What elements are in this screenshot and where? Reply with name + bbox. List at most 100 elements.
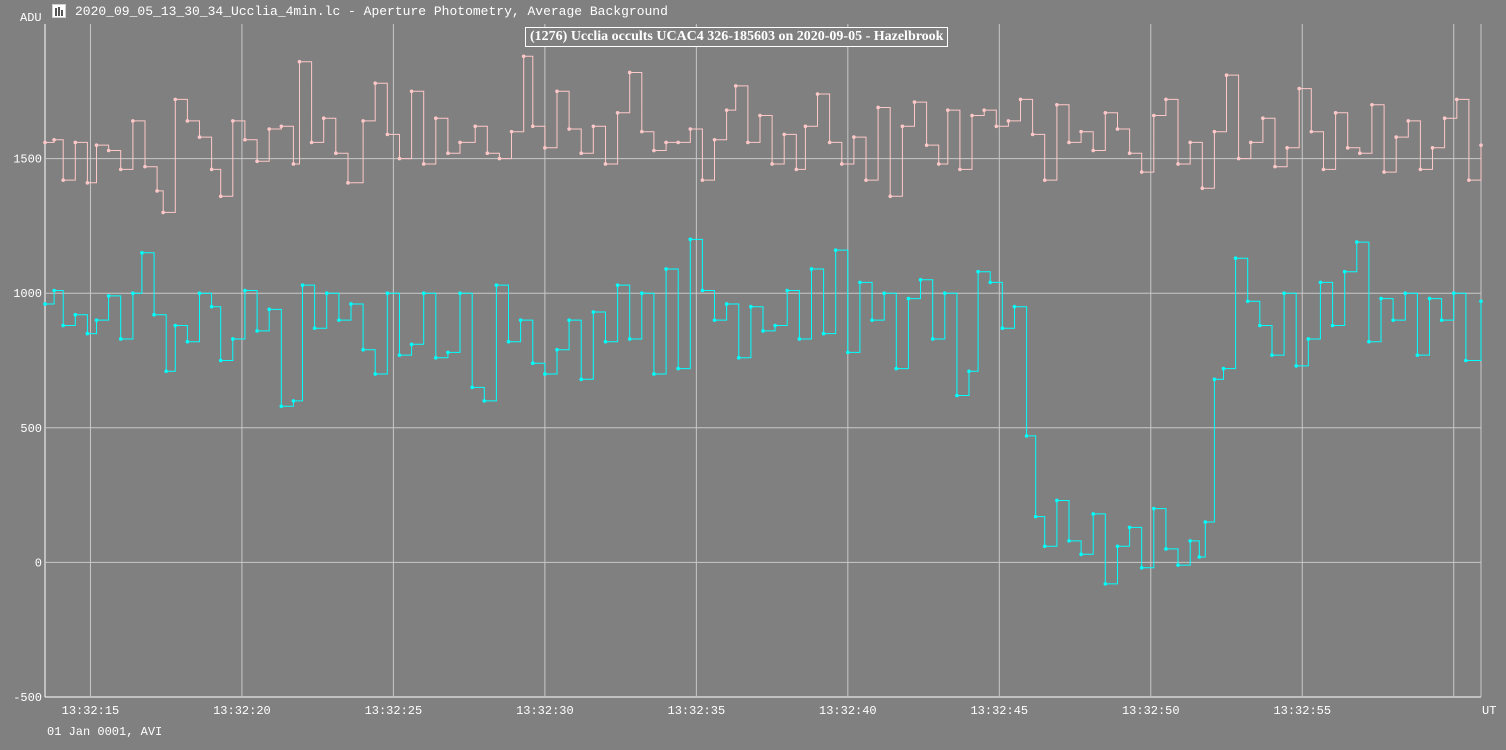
series-0-point xyxy=(1079,129,1083,134)
series-0-point xyxy=(627,70,632,75)
series-1-point xyxy=(1012,304,1017,309)
series-0-point xyxy=(1236,156,1241,161)
series-1-point xyxy=(773,323,777,328)
series-0-point xyxy=(73,140,78,145)
series-0-point xyxy=(143,164,147,169)
series-1-point xyxy=(1024,434,1029,438)
series-1-point xyxy=(1000,326,1005,330)
series-1-point xyxy=(1176,563,1180,567)
series-0-point xyxy=(409,89,414,94)
series-0-point xyxy=(1248,140,1253,145)
series-0-point xyxy=(1394,135,1398,139)
x-tick-label: 13:32:15 xyxy=(62,704,120,718)
y-tick-label: 1500 xyxy=(13,153,42,167)
series-1-point xyxy=(1079,552,1083,557)
series-1-point xyxy=(61,323,65,328)
series-0-point xyxy=(1442,116,1447,121)
series-0-point xyxy=(509,129,514,134)
series-0-point xyxy=(912,100,917,104)
series-0-point xyxy=(982,108,986,112)
chart-title: (1276) Ucclia occults UCAC4 326-185603 o… xyxy=(525,27,949,47)
series-1-point xyxy=(1139,565,1144,570)
series-0-point xyxy=(446,151,450,156)
series-0-point xyxy=(173,97,178,102)
series-1-point xyxy=(567,318,571,322)
series-1-point xyxy=(52,288,56,293)
series-0-point xyxy=(770,162,774,166)
series-0-point xyxy=(543,146,547,150)
series-0-point xyxy=(521,54,526,59)
series-0-point xyxy=(1418,167,1423,172)
series-1-point xyxy=(1212,377,1217,382)
series-1-point xyxy=(724,302,729,306)
series-1-point xyxy=(209,304,214,309)
lightcurve-app-icon[interactable] xyxy=(52,4,66,18)
series-1-point xyxy=(409,342,414,347)
series-0-point xyxy=(1479,143,1483,147)
series-0-point xyxy=(1309,129,1314,134)
series-1-point xyxy=(955,393,959,398)
series-1-point xyxy=(1042,544,1047,549)
series-0-point xyxy=(615,111,620,115)
series-1-point xyxy=(988,280,993,285)
series-1-point xyxy=(1451,291,1456,296)
series-0-point xyxy=(458,140,462,145)
series-1-point xyxy=(615,283,620,287)
x-tick-label: 13:32:50 xyxy=(1122,704,1180,718)
series-0-point xyxy=(255,159,259,164)
series-0-point xyxy=(1454,97,1459,102)
series-0-point xyxy=(827,140,832,145)
series-1-point xyxy=(1330,323,1335,328)
series-line-0 xyxy=(45,55,1482,213)
series-1-point xyxy=(312,326,317,330)
series-1-point xyxy=(1367,339,1371,344)
series-1-point xyxy=(279,404,284,409)
series-1-point xyxy=(185,339,190,344)
series-1-point xyxy=(94,318,99,322)
series-0-point xyxy=(434,116,438,121)
series-0-point xyxy=(218,194,223,199)
series-1-point xyxy=(1033,514,1038,519)
series-1-point xyxy=(43,302,47,306)
series-0-point xyxy=(1139,170,1144,174)
series-0-point xyxy=(473,124,477,129)
series-1-point xyxy=(1152,506,1156,511)
series-0-point xyxy=(652,148,656,153)
series-0-point xyxy=(1176,162,1180,166)
series-1-point xyxy=(494,283,499,287)
series-1-point xyxy=(1127,525,1132,530)
series-1-point xyxy=(1091,512,1096,516)
footer-date-label: 01 Jan 0001, AVI xyxy=(47,725,163,739)
series-1-point xyxy=(761,329,765,333)
series-1-point xyxy=(700,288,705,293)
series-0-point xyxy=(782,132,787,137)
series-1-point xyxy=(337,318,341,322)
series-0-point xyxy=(900,124,905,129)
series-1-point xyxy=(218,358,223,363)
series-0-point xyxy=(52,137,56,142)
series-1-point xyxy=(1439,318,1444,322)
series-1-point xyxy=(640,291,644,296)
series-0-point xyxy=(815,92,820,96)
series-1-point xyxy=(809,267,814,271)
x-tick-label: 13:32:40 xyxy=(819,704,877,718)
series-1-point xyxy=(821,331,826,336)
series-0-point xyxy=(746,140,750,145)
series-1-point xyxy=(506,339,511,344)
series-1-point xyxy=(385,291,390,296)
series-0-point xyxy=(1103,111,1108,115)
series-1-point xyxy=(942,291,947,296)
x-tick-label: 13:32:35 xyxy=(668,704,726,718)
series-1-point xyxy=(518,318,523,322)
series-0-point xyxy=(1321,167,1326,172)
series-0-point xyxy=(155,189,159,193)
series-1-point xyxy=(1306,337,1311,341)
series-0-point xyxy=(530,124,535,129)
series-1-point xyxy=(833,248,838,252)
y-tick-label: 500 xyxy=(20,422,42,436)
series-1-point xyxy=(152,312,156,317)
series-1-point xyxy=(736,356,741,360)
series-0-point xyxy=(231,119,235,123)
series-1-point xyxy=(231,337,235,341)
series-0-point xyxy=(185,119,190,123)
